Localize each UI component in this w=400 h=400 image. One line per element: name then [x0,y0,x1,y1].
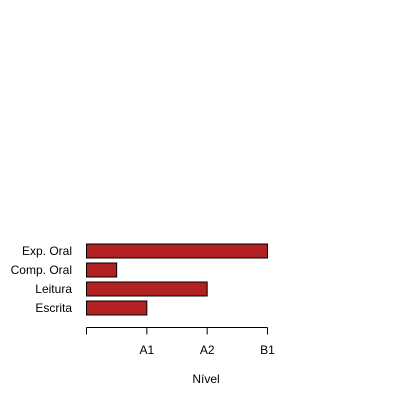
category-label: Exp. Oral [22,244,72,258]
x-tick-label: B1 [260,343,275,357]
x-tick-label: A1 [139,343,154,357]
category-labels: Exp. Oral Comp. Oral Leitura Escrita [11,244,73,315]
x-axis: A1 A2 B1 [86,327,275,357]
x-tick-label: A2 [200,343,215,357]
bar-3 [86,281,208,297]
category-label: Escrita [35,301,72,315]
category-label: Leitura [35,282,72,296]
bars-group [86,243,268,316]
category-label: Comp. Oral [11,263,72,277]
bar-1 [86,243,268,259]
bar-2 [86,262,118,278]
x-axis-title: Nível [192,372,219,386]
bar-4 [86,300,148,316]
